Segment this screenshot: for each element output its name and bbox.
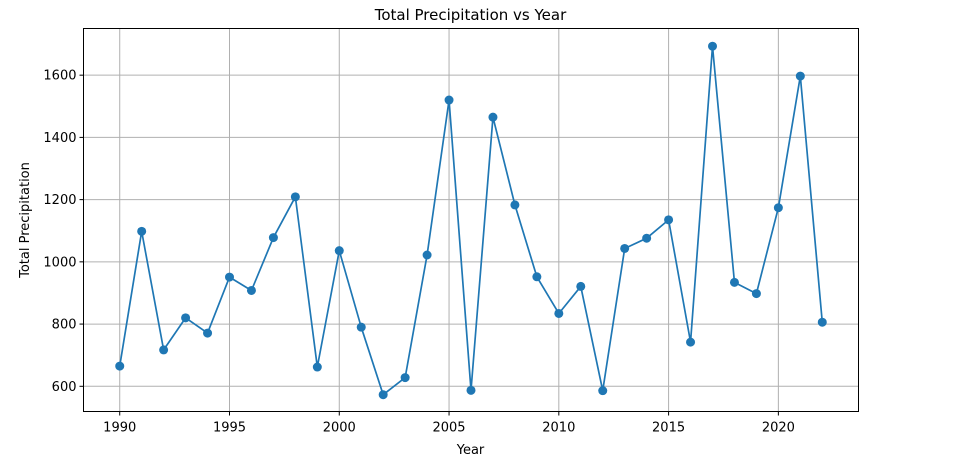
series-line bbox=[118, 45, 824, 396]
y-tick-label: 1000 bbox=[43, 255, 76, 270]
data-point bbox=[225, 272, 234, 282]
data-point bbox=[554, 308, 564, 318]
data-point bbox=[290, 192, 300, 202]
y-tick-label: 1600 bbox=[43, 69, 76, 84]
data-point bbox=[159, 345, 169, 355]
data-point bbox=[729, 277, 739, 287]
data-point bbox=[795, 71, 805, 81]
data-point bbox=[620, 243, 630, 253]
data-point bbox=[664, 215, 674, 225]
data-point bbox=[642, 233, 652, 243]
x-tick-label: 2000 bbox=[323, 421, 356, 436]
x-tick-label: 2005 bbox=[432, 421, 465, 436]
data-point bbox=[532, 272, 542, 282]
data-point bbox=[751, 289, 761, 299]
axis-ticks: 1990 1995 2000 2005 2010 2015 2020 600 800 1000 12… bbox=[43, 69, 795, 436]
data-point bbox=[246, 285, 256, 295]
data-point bbox=[598, 386, 608, 396]
plot-frame bbox=[83, 28, 859, 412]
x-tick-label: 2010 bbox=[542, 421, 575, 436]
grid bbox=[83, 28, 859, 412]
data-point bbox=[773, 203, 783, 213]
data-point bbox=[203, 328, 213, 338]
data-point bbox=[356, 322, 366, 332]
data-point bbox=[817, 317, 827, 327]
x-axis-title: Year bbox=[456, 443, 485, 458]
y-tick-label: 600 bbox=[52, 380, 77, 395]
data-point bbox=[137, 226, 147, 236]
y-tick-label: 800 bbox=[52, 318, 77, 333]
data-point bbox=[576, 281, 586, 291]
data-point bbox=[686, 337, 696, 347]
data-point bbox=[422, 250, 432, 260]
chart-title: Total Precipitation vs Year bbox=[374, 6, 567, 24]
data-point bbox=[378, 390, 388, 400]
y-axis-title: Total Precipitation bbox=[18, 162, 33, 279]
y-tick-label: 1400 bbox=[43, 131, 76, 146]
data-point bbox=[444, 95, 454, 105]
y-tick-label: 1200 bbox=[43, 193, 76, 208]
x-tick-label: 1995 bbox=[213, 421, 246, 436]
data-point bbox=[181, 313, 191, 323]
data-point bbox=[400, 373, 410, 383]
data-point bbox=[708, 41, 717, 51]
data-point bbox=[510, 200, 520, 210]
data-point bbox=[466, 385, 476, 395]
data-point bbox=[115, 361, 125, 371]
data-series bbox=[115, 41, 827, 400]
data-point bbox=[312, 362, 322, 372]
data-point bbox=[488, 112, 498, 122]
data-point bbox=[268, 233, 278, 243]
data-point bbox=[334, 246, 344, 256]
x-tick-label: 2020 bbox=[762, 421, 795, 436]
x-tick-label: 2015 bbox=[652, 421, 685, 436]
x-tick-label: 1990 bbox=[103, 421, 136, 436]
